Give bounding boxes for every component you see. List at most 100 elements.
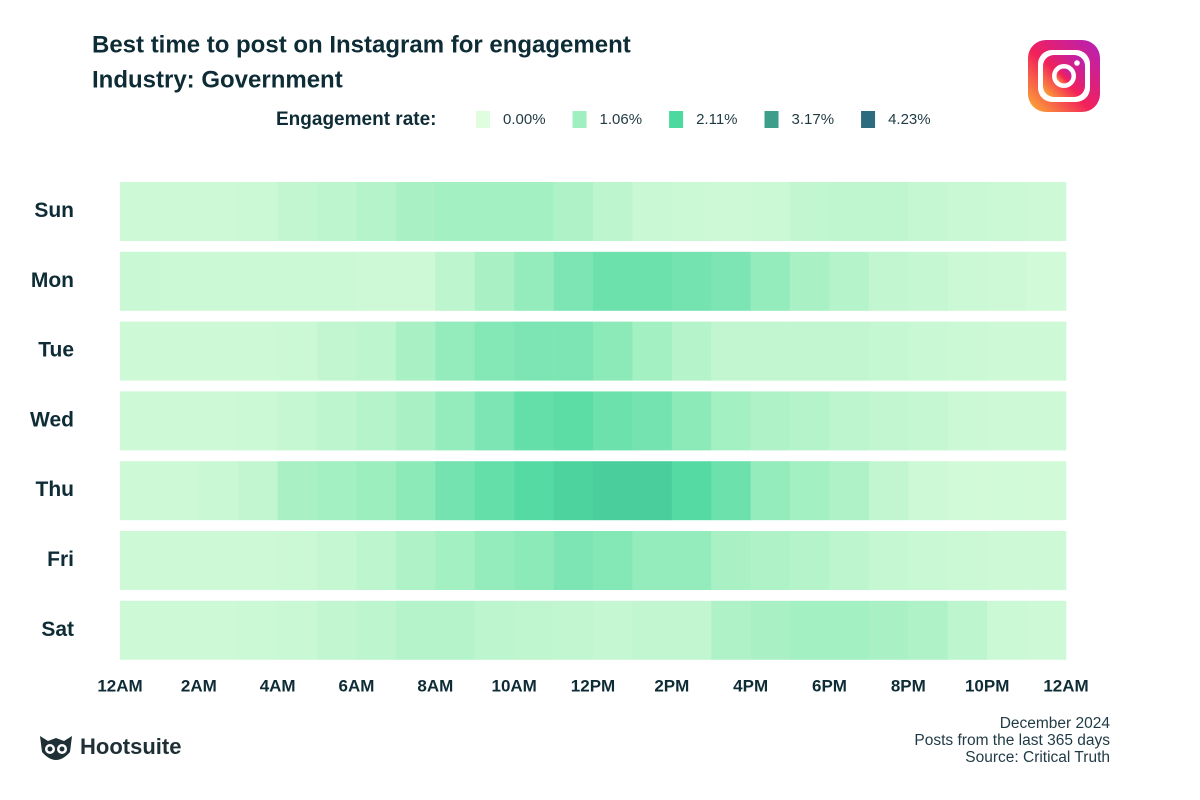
heat-cell <box>277 182 318 241</box>
heat-cell <box>750 391 791 451</box>
x-tick-label: 2AM <box>181 676 217 695</box>
heat-cell <box>238 321 278 381</box>
heat-cell <box>198 461 239 521</box>
heat-cell <box>868 182 909 241</box>
heat-cell <box>671 321 712 381</box>
instagram-logo <box>1028 40 1100 112</box>
heat-cell <box>947 182 988 241</box>
heat-cell <box>593 531 633 590</box>
heat-cell <box>120 321 160 381</box>
heat-cell <box>593 251 633 311</box>
heat-cell <box>514 251 554 311</box>
heat-cell <box>120 391 160 451</box>
brand-name: Hootsuite <box>80 734 181 759</box>
heat-cell <box>711 182 751 241</box>
heat-cell <box>474 321 515 381</box>
y-tick-label: Fri <box>47 548 74 571</box>
legend-label: 2.11% <box>696 111 737 128</box>
chart-subtitle: Industry: Government <box>92 66 343 93</box>
heat-cell <box>317 182 357 241</box>
heat-cell <box>395 391 436 451</box>
footnote: Posts from the last 365 days <box>914 732 1110 749</box>
heat-cell <box>159 251 200 311</box>
heat-cell <box>632 391 673 451</box>
heat-cell <box>198 391 239 451</box>
heat-cell <box>159 391 200 451</box>
heat-cell <box>435 251 476 311</box>
heat-cell <box>1026 461 1067 521</box>
hootsuite-logo <box>40 736 72 760</box>
legend-swatch <box>476 111 490 128</box>
heat-cell <box>474 182 515 241</box>
heat-cell <box>750 182 791 241</box>
heat-cell <box>277 600 318 660</box>
heat-cell <box>553 321 594 381</box>
heat-cell <box>1026 600 1067 660</box>
legend-label: 4.23% <box>888 111 931 128</box>
heat-cell <box>750 531 791 590</box>
heat-cell <box>829 321 870 381</box>
heat-cell <box>908 391 949 451</box>
heat-cell <box>238 461 278 521</box>
heat-cell <box>987 461 1027 521</box>
heat-cell <box>159 182 200 241</box>
heat-cell <box>435 321 476 381</box>
heat-cell <box>632 461 673 521</box>
chart-title: Best time to post on Instagram for engag… <box>92 31 631 58</box>
x-tick-label: 10AM <box>491 676 536 695</box>
heat-cell <box>435 600 476 660</box>
heat-cell <box>1026 391 1067 451</box>
heat-cell <box>711 600 751 660</box>
heat-cell <box>317 461 357 521</box>
heat-cell <box>632 600 673 660</box>
legend-swatch <box>861 111 876 128</box>
heat-cell <box>947 321 988 381</box>
heat-cell <box>159 461 200 521</box>
heat-cell <box>987 251 1027 311</box>
heat-cell <box>790 531 830 590</box>
heat-cell <box>671 251 712 311</box>
x-tick-label: 12PM <box>571 676 615 695</box>
heat-cell <box>238 251 278 311</box>
heat-cell <box>120 182 160 241</box>
heat-cell <box>159 531 200 590</box>
heat-cell <box>553 391 594 451</box>
heat-cell <box>671 391 712 451</box>
heat-cell <box>987 321 1027 381</box>
heat-cell <box>514 391 554 451</box>
heat-cell <box>790 321 830 381</box>
x-tick-label: 2PM <box>654 676 689 695</box>
heat-cell <box>198 531 239 590</box>
heat-cell <box>514 531 554 590</box>
heat-cell <box>395 182 436 241</box>
heat-cell <box>435 391 476 451</box>
x-tick-label: 12AM <box>1043 676 1088 695</box>
heat-cell <box>356 251 397 311</box>
heat-cell <box>593 600 633 660</box>
x-tick-label: 4AM <box>260 676 296 695</box>
heat-cell <box>553 600 594 660</box>
heat-cell <box>593 461 633 521</box>
heat-cell <box>435 182 476 241</box>
heat-cell <box>947 600 988 660</box>
heat-cell <box>356 461 397 521</box>
heat-cell <box>1026 251 1067 311</box>
y-tick-label: Mon <box>31 269 74 292</box>
heat-cell <box>829 182 870 241</box>
heat-cell <box>395 321 436 381</box>
heat-cell <box>987 182 1027 241</box>
heat-cell <box>474 391 515 451</box>
y-tick-label: Thu <box>36 478 74 501</box>
x-tick-label: 6PM <box>812 676 847 695</box>
heat-cell <box>632 251 673 311</box>
heat-cell <box>277 321 318 381</box>
heat-cell <box>790 182 830 241</box>
heat-cell <box>317 600 357 660</box>
heat-cell <box>474 531 515 590</box>
x-tick-label: 8PM <box>891 676 926 695</box>
heat-cell <box>868 321 909 381</box>
heat-cell <box>120 251 160 311</box>
heat-cell <box>277 531 318 590</box>
heat-cell <box>356 182 397 241</box>
heat-cell <box>671 531 712 590</box>
